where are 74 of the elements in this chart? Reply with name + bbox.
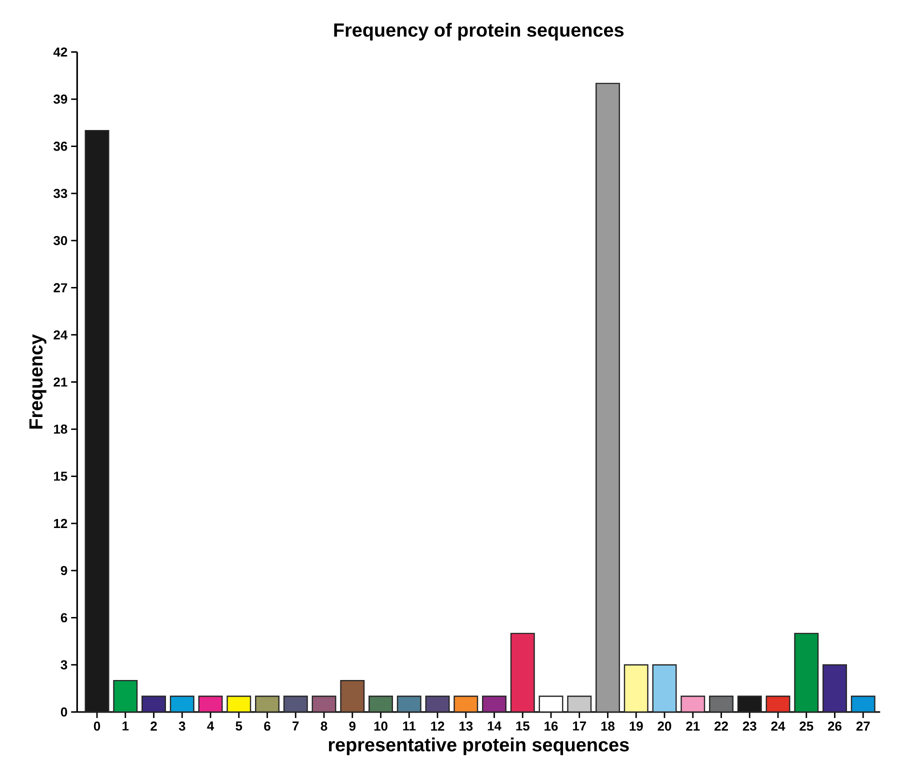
y-tick-label: 0 [60, 707, 68, 717]
bar [312, 696, 336, 713]
bar [198, 696, 223, 713]
x-tick-label: 13 [459, 722, 473, 731]
y-axis-title: Frequency [29, 334, 46, 429]
x-tick-label: 10 [374, 722, 388, 731]
bar [624, 664, 648, 713]
x-tick-label: 0 [94, 722, 100, 731]
x-tick-label: 7 [292, 722, 299, 730]
y-tick-label: 18 [54, 424, 68, 434]
x-tick-label: 19 [630, 722, 643, 731]
bar [84, 130, 110, 713]
bar [396, 696, 422, 713]
bar [368, 696, 393, 713]
x-tick-label: 12 [431, 722, 444, 731]
bar [255, 696, 280, 713]
y-tick-label: 15 [54, 472, 68, 481]
x-tick-label: 24 [771, 722, 786, 731]
bar [425, 696, 450, 713]
x-tick-label: 20 [658, 722, 672, 731]
x-axis-title: representative protein sequences [328, 738, 629, 756]
x-tick-label: 9 [349, 722, 356, 731]
bar [226, 696, 252, 713]
y-tick-label: 42 [53, 47, 68, 57]
y-tick-label: 6 [60, 613, 68, 622]
x-tick-label: 8 [320, 722, 328, 731]
bar [454, 696, 478, 713]
x-tick-label: 6 [264, 722, 270, 731]
x-tick-label: 1 [122, 722, 129, 730]
bar [596, 82, 620, 713]
y-tick-label: 12 [54, 518, 68, 528]
bar [340, 680, 365, 713]
y-tick-label: 30 [54, 236, 68, 246]
bar [709, 696, 734, 713]
x-tick-label: 11 [403, 722, 416, 730]
bar [113, 680, 138, 713]
y-tick-label: 24 [54, 330, 68, 340]
y-tick-label: 39 [54, 94, 68, 104]
y-tick-label: 21 [54, 377, 68, 387]
x-tick-label: 27 [856, 722, 870, 731]
x-tick-label: 17 [572, 722, 586, 730]
x-tick-label: 5 [236, 722, 242, 731]
x-tick-label: 18 [601, 722, 615, 731]
y-tick-label: 33 [54, 188, 68, 198]
bar [170, 696, 194, 713]
bar [794, 632, 819, 713]
x-tick-label: 21 [686, 722, 700, 731]
x-tick-label: 25 [800, 722, 814, 731]
x-tick-label: 26 [828, 722, 842, 731]
bar [283, 696, 308, 713]
x-tick-label: 3 [178, 722, 186, 731]
bar [482, 696, 506, 713]
x-tick-label: 15 [516, 722, 530, 731]
x-tick-label: 2 [150, 722, 157, 731]
bar [822, 664, 847, 713]
bar [850, 696, 876, 713]
y-tick-label: 27 [54, 283, 68, 292]
bar [680, 696, 706, 713]
x-tick-label: 16 [544, 722, 558, 731]
bar [510, 632, 535, 713]
bar [652, 664, 677, 713]
x-tick-label: 23 [742, 722, 756, 731]
x-tick-label: 22 [714, 722, 728, 731]
x-tick-label: 4 [207, 722, 214, 730]
bar [538, 696, 564, 713]
bar [567, 696, 592, 713]
y-tick-label: 3 [60, 660, 68, 670]
bar [142, 696, 166, 713]
y-tick-label: 9 [60, 566, 68, 576]
y-tick-label: 36 [54, 142, 68, 151]
bar [766, 696, 790, 713]
chart-title: Frequency of protein sequences [334, 22, 624, 40]
x-tick-label: 14 [488, 722, 502, 730]
bar [737, 696, 762, 713]
